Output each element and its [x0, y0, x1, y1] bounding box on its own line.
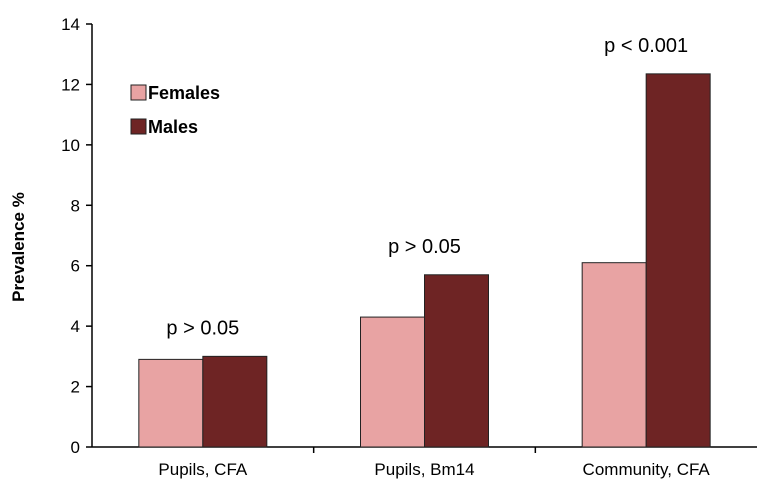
- legend-label-males: Males: [148, 117, 198, 137]
- legend-swatch-females: [130, 84, 147, 101]
- bars: [138, 73, 711, 448]
- y-tick-label: 14: [61, 15, 80, 34]
- y-tick-label: 12: [61, 75, 80, 94]
- legend: Females Males: [130, 83, 220, 137]
- labels: Pupils, CFA p > 0.05 Pupils, Bm14 p > 0.05 C…: [158, 35, 710, 479]
- bar-females-2: [360, 316, 425, 448]
- y-tick-label: 10: [61, 136, 80, 155]
- p-value-annotation: p > 0.05: [166, 317, 239, 339]
- bar-males-1: [202, 355, 268, 448]
- y-tick-label: 0: [71, 438, 80, 457]
- bar-females-3: [581, 262, 647, 448]
- legend-label-females: Females: [148, 83, 220, 103]
- x-tick-label: Pupils, Bm14: [374, 460, 474, 479]
- bar-females-1: [138, 358, 204, 448]
- p-value-annotation: p > 0.05: [388, 236, 461, 258]
- y-tick-label: 4: [71, 317, 80, 336]
- y-tick-label: 8: [71, 196, 80, 215]
- y-tick-label: 6: [71, 257, 80, 276]
- y-tick-label: 2: [71, 378, 80, 397]
- y-axis-label: Prevalence %: [9, 192, 28, 302]
- bar-males-2: [424, 274, 489, 448]
- x-tick-label: Pupils, CFA: [158, 460, 247, 479]
- bar-males-3: [645, 73, 711, 448]
- legend-swatch-males: [130, 118, 147, 135]
- x-tick-label: Community, CFA: [583, 460, 711, 479]
- p-value-annotation: p < 0.001: [604, 35, 688, 57]
